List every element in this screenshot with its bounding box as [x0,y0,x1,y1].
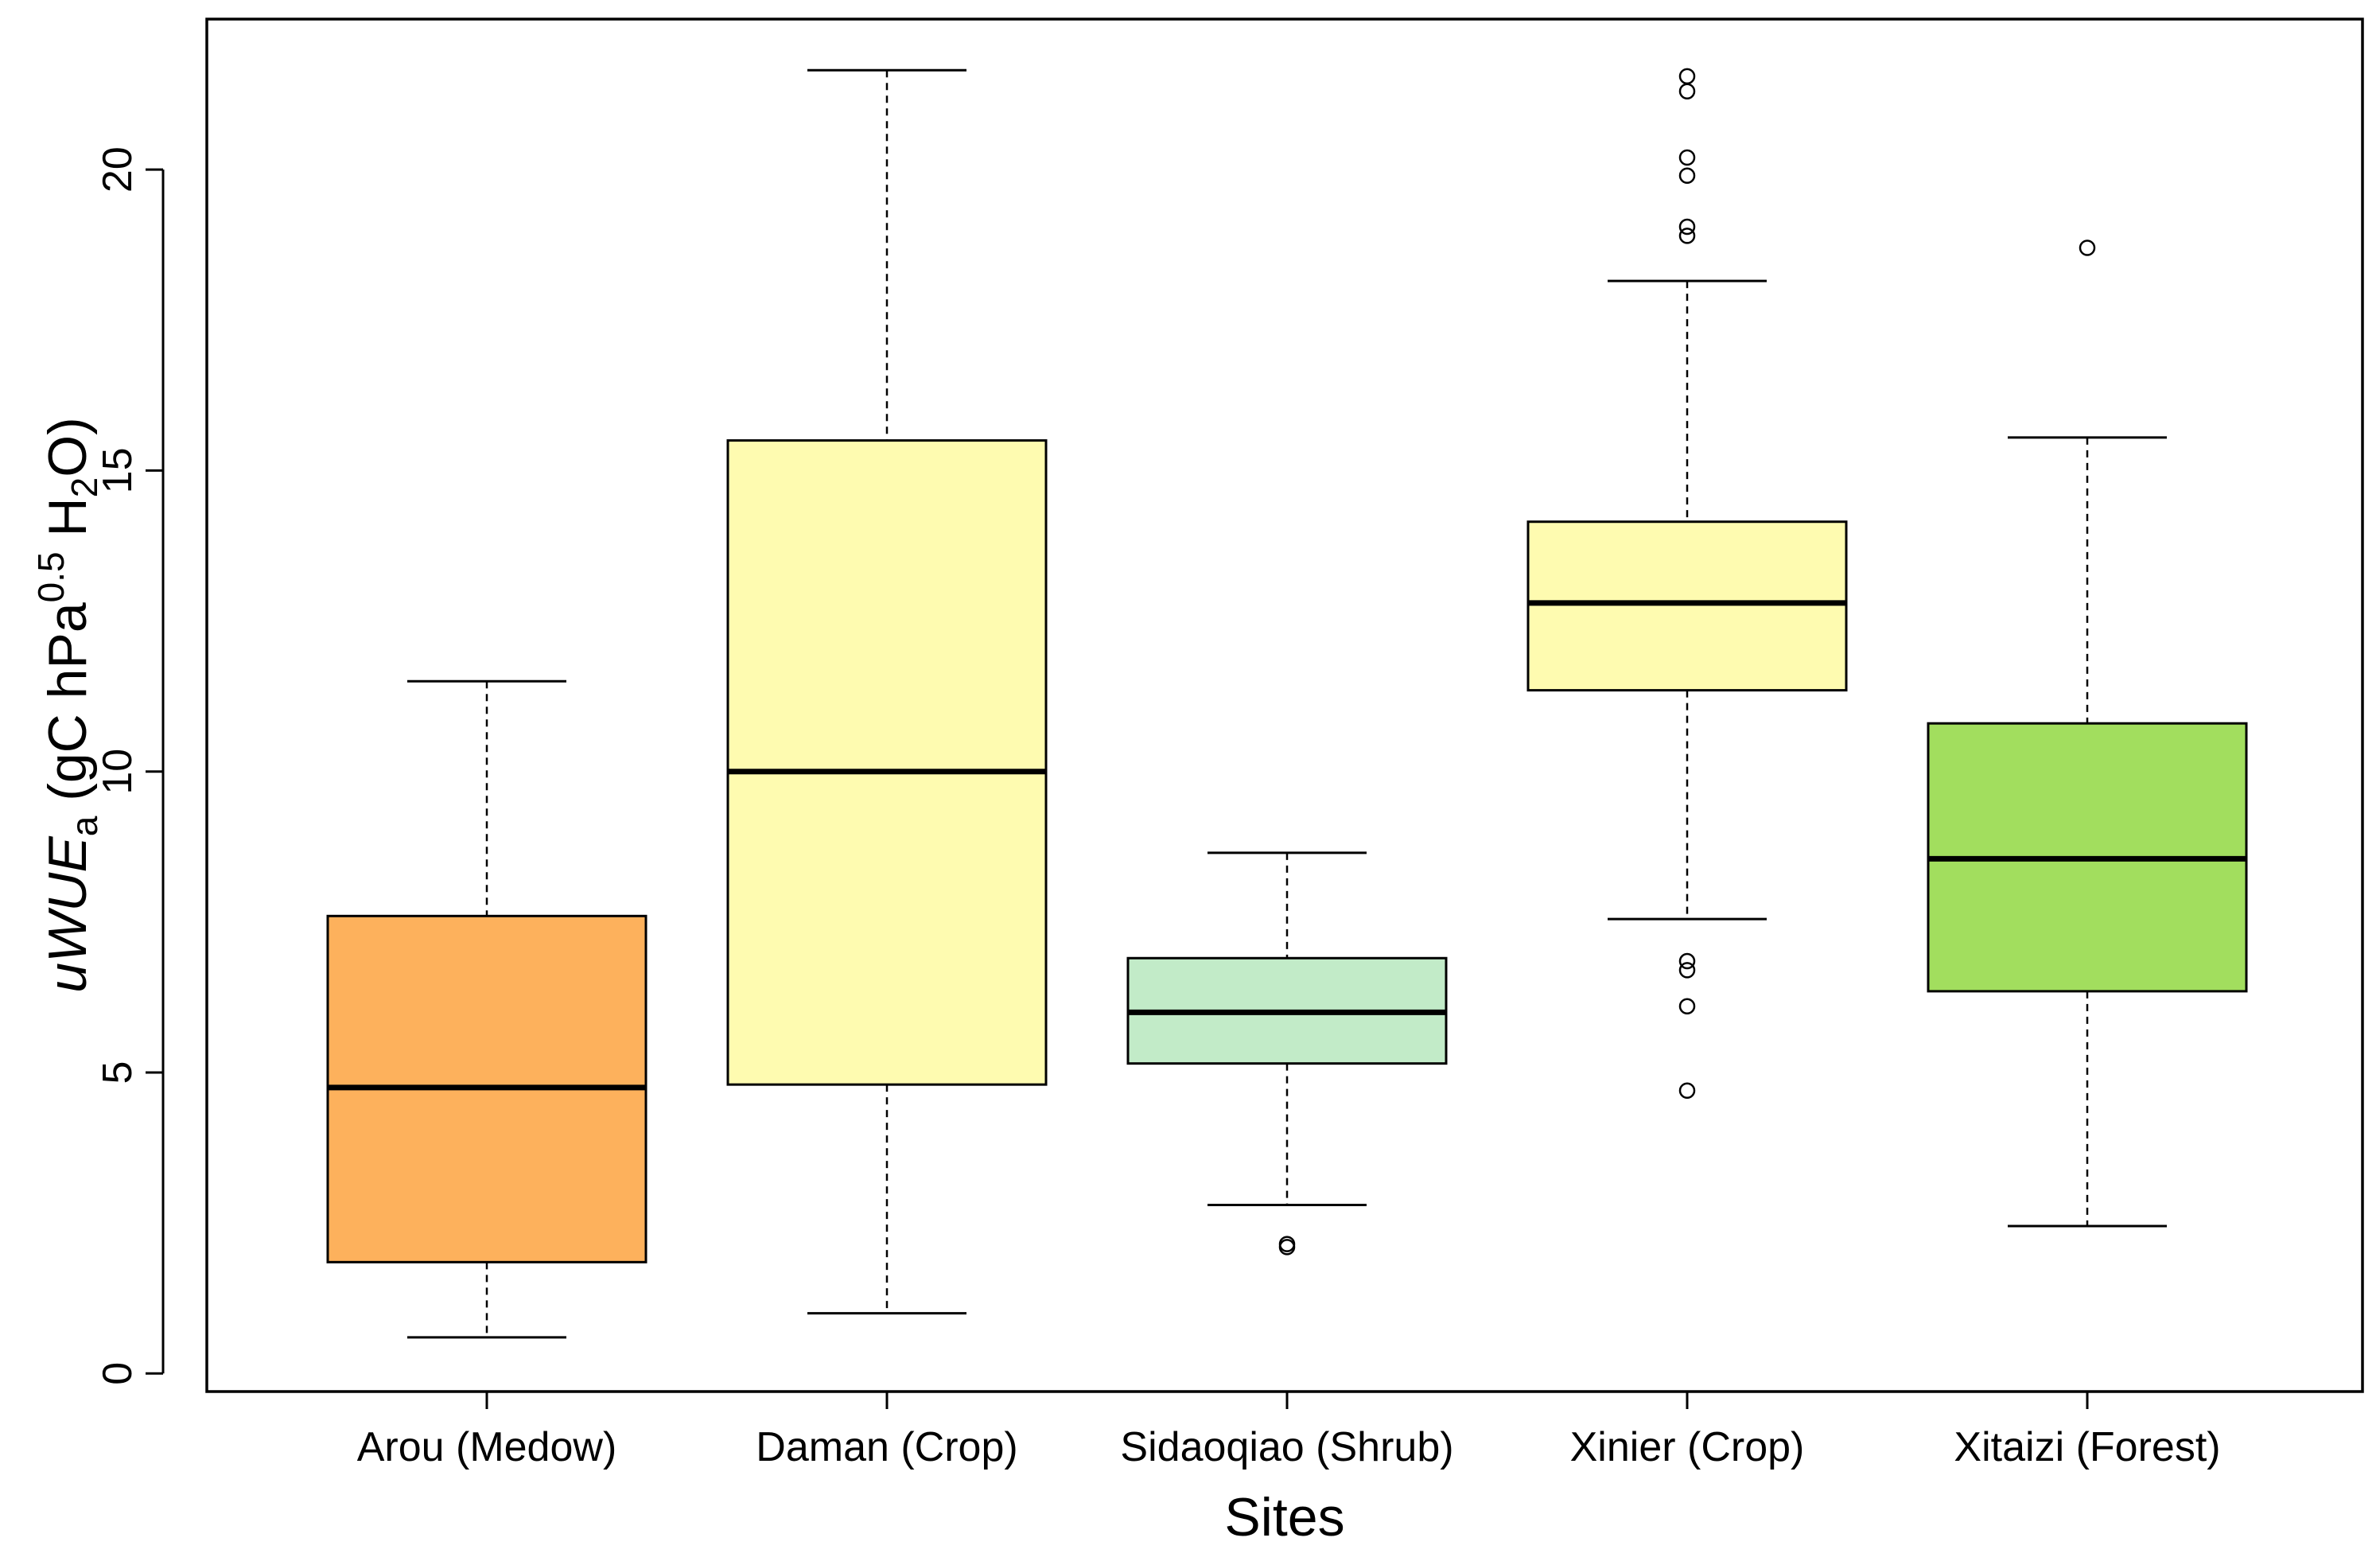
outlier-point [1678,149,1696,166]
outlier-point [1678,218,1696,236]
box-series [326,68,2248,1339]
x-tick-label: Xinier (Crop) [1570,1424,1805,1470]
y-tick-label: 20 [95,146,141,193]
y-tick-label: 0 [95,1362,141,1385]
x-tick-label: Sidaoqiao (Shrub) [1120,1424,1453,1470]
box-group [726,68,1048,1315]
outlier-point [1678,952,1696,970]
x-tick-label: Arou (Medow) [357,1424,617,1470]
outlier-point [1678,228,1696,244]
outlier-point [2079,239,2096,256]
outlier-point [1678,68,1696,85]
y-tick-label: 10 [95,749,141,795]
y-tick-label: 15 [95,448,141,494]
box-iqr [726,439,1048,1086]
y-axis-ticks: 0 5 10 15 20 [95,146,163,1385]
x-axis-title: Sites [1224,1487,1344,1547]
y-axis-title: uWUEa (gC hPa0.5 H2O) [30,417,105,993]
x-axis-ticks: Arou (Medow) Daman (Crop) Sidaoqiao (Shrub… [357,1392,2221,1470]
outlier-point [1678,998,1696,1015]
outlier-point [1678,962,1696,979]
outlier-point [1678,1082,1696,1099]
outlier-point [1278,1236,1296,1252]
y-tick-label: 5 [95,1061,141,1084]
outlier-point [1678,83,1696,100]
box-group [1526,68,1848,1099]
box-group [1927,239,2248,1228]
outlier-point [1678,167,1696,184]
box-group [1126,851,1448,1256]
box-group [326,679,648,1339]
box-iqr [1526,520,1848,692]
x-tick-label: Xitaizi (Forest) [1954,1424,2220,1470]
x-tick-label: Daman (Crop) [756,1424,1017,1470]
